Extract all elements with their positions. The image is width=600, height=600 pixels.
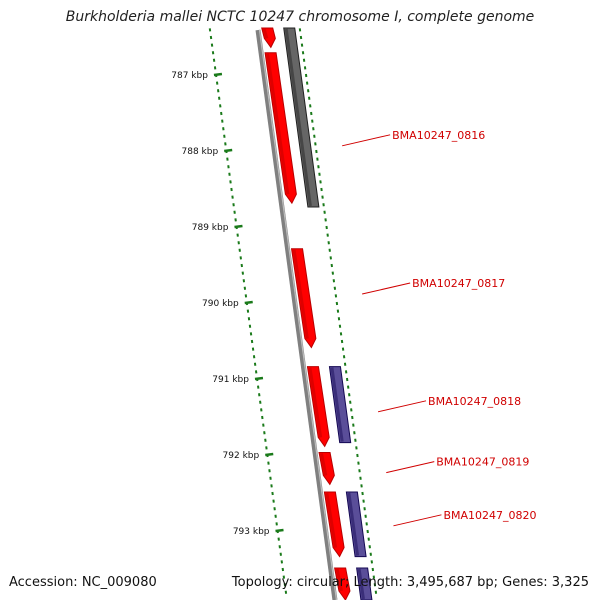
gene-0818 xyxy=(306,366,330,448)
gene-arrow xyxy=(356,567,373,600)
major-tick xyxy=(224,148,233,153)
tick-label: 793 kbp xyxy=(233,527,270,537)
gene-arrow-shade xyxy=(308,367,323,438)
gene-upper-fwd-2 xyxy=(264,52,297,205)
label-leader-line xyxy=(342,134,391,147)
gene-arrow xyxy=(261,27,276,49)
chromosome-backbone xyxy=(255,29,338,600)
tick-label: 790 kbp xyxy=(202,299,239,309)
major-tick xyxy=(213,72,223,77)
gene-arrow xyxy=(334,567,351,600)
gene-label-gene-0818: BMA10247_0818 xyxy=(428,395,521,408)
gene-arrow xyxy=(328,366,352,444)
gene-arrow-shade xyxy=(347,492,360,556)
gene-arrow xyxy=(345,491,367,558)
major-tick xyxy=(254,376,264,381)
major-tick xyxy=(244,300,253,305)
gene-track xyxy=(261,27,373,600)
gene-arrow xyxy=(323,491,345,558)
gene-upper-fwd-1 xyxy=(261,27,276,49)
gene-arrow-shade xyxy=(335,568,343,592)
major-tick xyxy=(265,452,274,457)
major-tick xyxy=(275,528,284,533)
gene-arrow-shade xyxy=(262,28,269,39)
gene-arrow-shade xyxy=(357,568,365,600)
gene-label-gene-0817: BMA10247_0817 xyxy=(412,277,505,290)
label-leader-line xyxy=(386,461,435,474)
tick-label: 787 kbp xyxy=(171,71,208,81)
label-leader-line xyxy=(377,400,427,413)
gene-0818-rev xyxy=(328,366,352,444)
gene-arrow-shade xyxy=(330,367,344,442)
gene-labels: BMA10247_0816 BMA10247_0817 BMA10247_0818 B… xyxy=(342,129,537,527)
tick-label: 792 kbp xyxy=(223,451,260,461)
label-leader-line xyxy=(393,514,442,527)
gene-arrow xyxy=(306,366,330,448)
gene-arrow-shade xyxy=(266,53,290,195)
gene-0820 xyxy=(323,491,345,558)
gene-0819 xyxy=(318,451,335,486)
backbone-line xyxy=(255,29,338,600)
backbone-highlight xyxy=(258,29,338,600)
major-tick xyxy=(234,224,243,229)
kbp-scale: 787 kbp 788 kbp 789 kbp 790 kbp 791 kbp 792 k… xyxy=(171,71,284,537)
accession-text: Accession: NC_009080 xyxy=(9,575,157,590)
gene-arrow-shade xyxy=(320,453,328,476)
map-title: Burkholderia mallei NCTC 10247 chromosom… xyxy=(65,9,535,25)
gene-0820-rev xyxy=(345,491,367,558)
gene-lower-fwd xyxy=(334,567,351,600)
tick-label: 789 kbp xyxy=(192,223,229,233)
gene-label-gene-0820: BMA10247_0820 xyxy=(443,509,536,522)
gene-label-gene-0819: BMA10247_0819 xyxy=(436,456,529,469)
label-leader-line xyxy=(362,282,411,295)
gene-upper-rev xyxy=(283,27,320,208)
gene-arrow-shade xyxy=(284,28,312,207)
tick-label: 788 kbp xyxy=(182,147,219,157)
gene-arrow xyxy=(283,27,320,208)
gene-arrow xyxy=(264,52,297,205)
gene-arrow-shade xyxy=(325,492,338,548)
gene-0817 xyxy=(290,248,317,349)
gene-lower-rev xyxy=(356,567,373,600)
tick-label: 791 kbp xyxy=(212,375,249,385)
gene-arrow-shade xyxy=(292,249,309,339)
gene-label-gene-upper-rev: BMA10247_0816 xyxy=(392,129,485,142)
gene-arrow xyxy=(290,248,317,349)
gene-arrow xyxy=(318,451,335,486)
genome-summary-text: Topology: circular; Length: 3,495,687 bp… xyxy=(231,575,589,590)
